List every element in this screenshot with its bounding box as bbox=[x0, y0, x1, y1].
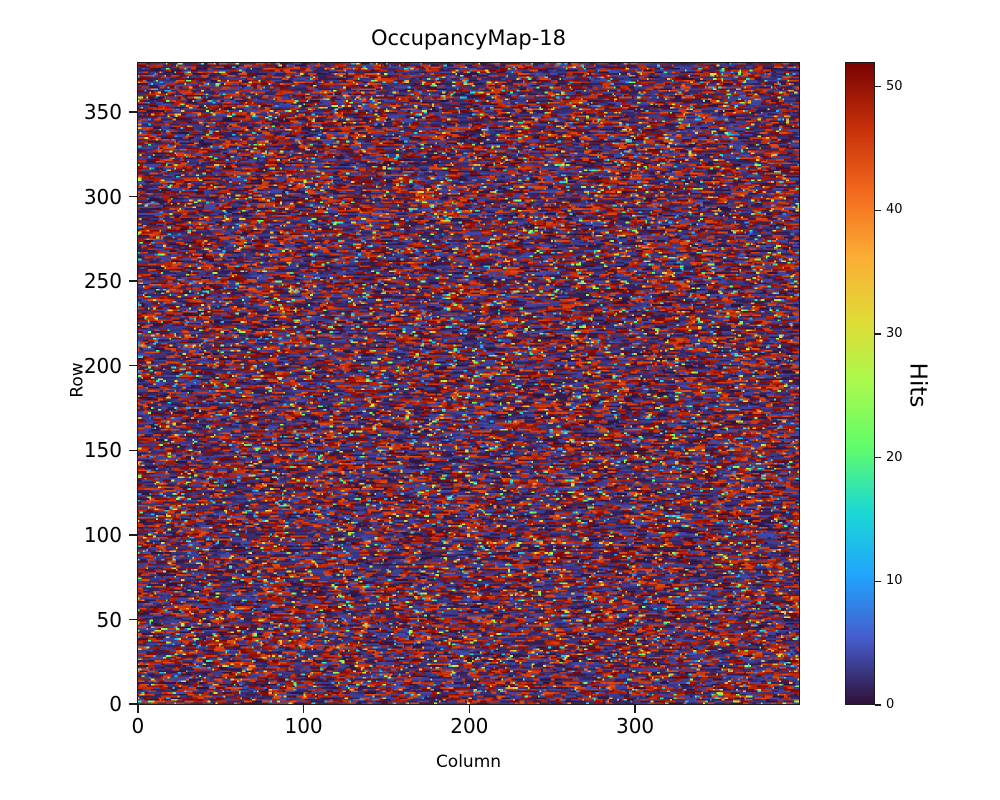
chart-title: OccupancyMap-18 bbox=[370, 26, 567, 50]
y-tick-label: 100 bbox=[83, 522, 122, 547]
y-tick-mark bbox=[129, 534, 137, 536]
y-tick-mark bbox=[129, 364, 137, 367]
x-tick-mark bbox=[302, 705, 305, 713]
y-tick-mark bbox=[129, 618, 137, 621]
colorbar-tick-label: 50 bbox=[886, 78, 903, 94]
x-tick-mark bbox=[137, 705, 139, 713]
x-tick-label: 100 bbox=[284, 714, 323, 738]
colorbar-tick-mark bbox=[875, 457, 881, 459]
x-tick-mark bbox=[634, 705, 636, 713]
colorbar-tick-label: 0 bbox=[886, 697, 895, 712]
y-tick-label: 0 bbox=[109, 692, 122, 717]
y-tick-label: 350 bbox=[83, 99, 122, 124]
colorbar-tick-mark bbox=[875, 704, 881, 706]
colorbar-tick-mark bbox=[875, 209, 881, 211]
x-tick-label: 300 bbox=[615, 714, 655, 738]
y-tick-label: 250 bbox=[83, 269, 122, 294]
colorbar bbox=[845, 62, 875, 705]
y-tick-mark bbox=[129, 449, 137, 452]
colorbar-tick-label: 20 bbox=[886, 449, 903, 465]
y-tick-mark bbox=[129, 111, 137, 113]
x-tick-mark bbox=[468, 705, 471, 713]
colorbar-tick-mark bbox=[875, 333, 881, 335]
y-tick-mark bbox=[129, 280, 137, 282]
y-tick-mark bbox=[129, 195, 137, 198]
x-axis-label: Column bbox=[435, 752, 502, 772]
y-tick-mark bbox=[129, 703, 137, 705]
y-axis-label: Row bbox=[67, 362, 88, 398]
y-tick-label: 300 bbox=[83, 184, 122, 209]
colorbar-tick-label: 10 bbox=[886, 573, 903, 589]
colorbar-tick-mark bbox=[875, 86, 881, 88]
y-tick-label: 50 bbox=[96, 607, 122, 632]
x-tick-label: 0 bbox=[131, 714, 145, 738]
colorbar-label: Hits bbox=[904, 362, 931, 408]
y-tick-label: 200 bbox=[83, 353, 122, 378]
heatmap-plot-area bbox=[137, 62, 800, 705]
y-tick-label: 150 bbox=[83, 438, 122, 463]
colorbar-tick-label: 40 bbox=[886, 202, 903, 218]
colorbar-tick-label: 30 bbox=[886, 326, 903, 342]
x-tick-label: 200 bbox=[450, 714, 489, 738]
colorbar-tick-mark bbox=[875, 580, 881, 582]
